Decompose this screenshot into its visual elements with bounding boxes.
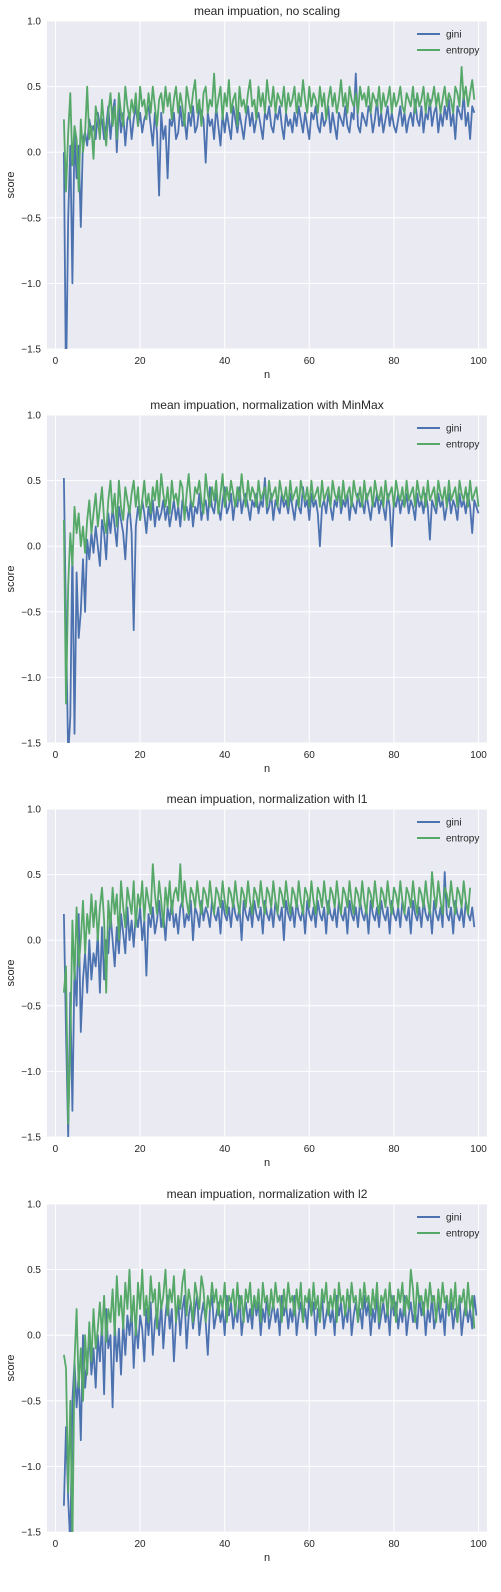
chart-3-y-tick-label: −0.5 [21,1001,41,1012]
chart-3-legend-label-entropy: entropy [446,834,479,845]
chart-1-x-tick-label: 60 [304,356,316,367]
chart-1-x-tick-label: 20 [135,356,147,367]
chart-1-title: mean impuation, no scaling [194,4,340,18]
chart-1-y-tick-label: −1.0 [21,279,41,290]
chart-3-x-tick-label: 100 [470,1144,487,1155]
chart-2-plot-area [47,415,487,743]
chart-1-x-tick-label: 100 [470,356,487,367]
chart-3-y-tick-label: 1.0 [27,805,41,816]
chart-3-series-entropy-line [63,863,471,1125]
chart-4-title: mean impuation, normalization with l2 [167,1187,368,1201]
chart-3-x-tick-label: 40 [219,1144,231,1155]
chart-2-legend-label-entropy: entropy [446,440,479,451]
chart-3-legend: gini entropy [417,818,479,845]
chart-4-legend: gini entropy [417,1213,479,1240]
chart-4-x-axis-label: n [264,1552,270,1564]
chart-1: 0 20 40 60 80 100 −1.5 −1.0 −0.5 0.0 0.5 1.0 mean im… [5,4,487,381]
chart-3-x-tick-label: 80 [388,1144,400,1155]
chart-1-series-gini-line [63,72,476,349]
chart-4-y-tick-label: −0.5 [21,1396,41,1407]
chart-3-legend-label-gini: gini [446,818,462,829]
chart-3-y-tick-label: 0.5 [27,870,41,881]
chart-2-y-tick-label: −1.5 [21,739,41,750]
chart-4: 0 20 40 60 80 100 −1.5 −1.0 −0.5 0.0 0.5 1.0 mean im… [5,1187,487,1564]
chart-1-y-tick-label: 1.0 [27,17,41,28]
chart-2-y-axis-label: score [5,566,17,593]
chart-3-x-tick-label: 60 [304,1144,316,1155]
chart-1-y-tick-label: −1.5 [21,345,41,356]
chart-2-y-tick-label: −0.5 [21,607,41,618]
chart-1-y-tick-label: 0.5 [27,82,41,93]
chart-1-x-tick-label: 0 [53,356,59,367]
chart-2-y-tick-label: 0.5 [27,476,41,487]
chart-4-legend-label-entropy: entropy [446,1229,479,1240]
chart-3-series-gini-line [63,871,476,1137]
chart-2-x-tick-label: 40 [219,750,231,761]
chart-1-legend: gini entropy [417,30,479,57]
chart-3-x-tick-label: 0 [53,1144,59,1155]
chart-2-legend-label-gini: gini [446,424,462,435]
chart-3-x-axis-label: n [264,1157,270,1169]
chart-4-legend-label-gini: gini [446,1213,462,1224]
chart-1-y-tick-label: −0.5 [21,213,41,224]
chart-4-x-tick-label: 20 [135,1539,147,1550]
chart-2: 0 20 40 60 80 100 −1.5 −1.0 −0.5 0.0 0.5 1.0 mean im… [5,398,487,775]
chart-4-y-tick-label: 1.0 [27,1200,41,1211]
chart-2-legend: gini entropy [417,424,479,451]
chart-1-legend-label-gini: gini [446,30,462,41]
chart-3-y-tick-label: −1.0 [21,1067,41,1078]
chart-4-x-tick-label: 40 [219,1539,231,1550]
chart-2-title: mean impuation, normalization with MinMa… [150,398,383,412]
chart-1-x-tick-label: 80 [388,356,400,367]
chart-2-x-tick-label: 100 [470,750,487,761]
chart-3: 0 20 40 60 80 100 −1.5 −1.0 −0.5 0.0 0.5 1.0 mean im… [5,792,487,1169]
chart-1-plot-area [47,21,487,349]
chart-2-y-tick-label: 0.0 [27,542,41,553]
chart-2-x-tick-label: 0 [53,750,59,761]
chart-4-y-tick-label: 0.0 [27,1331,41,1342]
chart-3-y-tick-label: −1.5 [21,1133,41,1144]
chart-4-y-tick-label: −1.5 [21,1528,41,1539]
chart-2-x-tick-label: 60 [304,750,316,761]
chart-4-series-entropy-line [63,1268,476,1532]
chart-4-x-tick-label: 80 [388,1539,400,1550]
chart-1-y-axis-label: score [5,172,17,199]
chart-1-legend-label-entropy: entropy [446,46,479,57]
chart-1-y-tick-label: 0.0 [27,148,41,159]
chart-2-x-tick-label: 80 [388,750,400,761]
chart-2-y-tick-label: 1.0 [27,411,41,422]
chart-2-series-entropy-line [63,473,480,705]
chart-4-series-gini-line [63,1294,478,1532]
chart-4-x-tick-label: 100 [470,1539,487,1550]
chart-2-x-axis-label: n [264,763,270,775]
chart-1-x-tick-label: 40 [219,356,231,367]
chart-2-y-tick-label: −1.0 [21,673,41,684]
chart-3-plot-area [47,809,487,1137]
chart-4-x-tick-label: 60 [304,1539,316,1550]
chart-4-y-axis-label: score [5,1355,17,1382]
chart-3-y-tick-label: 0.0 [27,936,41,947]
chart-3-x-tick-label: 20 [135,1144,147,1155]
chart-2-x-tick-label: 20 [135,750,147,761]
chart-4-y-tick-label: −1.0 [21,1462,41,1473]
chart-4-x-tick-label: 0 [53,1539,59,1550]
chart-4-y-tick-label: 0.5 [27,1265,41,1276]
chart-3-title: mean impuation, normalization with l1 [167,792,368,806]
chart-1-x-axis-label: n [264,369,270,381]
chart-3-y-axis-label: score [5,960,17,987]
chart-1-series-entropy-line [63,66,476,193]
